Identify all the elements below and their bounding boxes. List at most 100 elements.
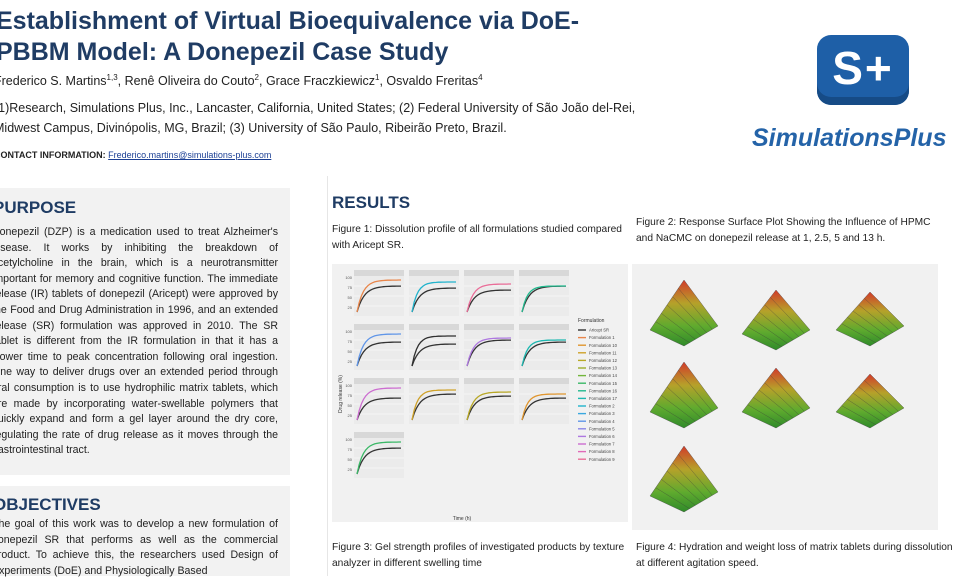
surface-mesh-line (672, 462, 707, 499)
surface-mesh-line (747, 326, 782, 347)
facet-strip (354, 378, 404, 384)
author-name: Osvaldo Freritas (386, 74, 479, 89)
author-list: Frederico S. Martins1,3, Renê Oliveira d… (0, 73, 483, 88)
company-wordmark: SimulationsPlus (752, 124, 947, 152)
aricept-series-line (466, 395, 511, 421)
company-logo-mark: S+ (817, 35, 909, 105)
x-axis-label: Time (h) (453, 516, 472, 522)
surface-mesh-line (666, 304, 702, 337)
facet-strip (409, 378, 459, 384)
author-affiliation-mark: 2 (254, 73, 259, 82)
facet-strip (354, 432, 404, 438)
contact-info: CONTACT INFORMATION: Frederico.martins@s… (0, 150, 271, 160)
y-tick-label: 100 (345, 437, 352, 442)
figure-3-caption: Figure 3: Gel strength profiles of inves… (332, 542, 625, 569)
facet-strip (519, 324, 569, 330)
surface-mesh-line (858, 304, 893, 333)
surface-mesh-line (666, 386, 702, 419)
y-tick-label: 75 (348, 285, 353, 290)
figure-1-caption: Figure 1: Dissolution profile of all for… (332, 224, 622, 251)
legend-label: Formulation 17 (589, 396, 618, 401)
response-surface (835, 291, 905, 347)
surface-mesh-line (747, 404, 782, 425)
aricept-series-line (411, 393, 456, 421)
y-tick-label: 50 (348, 403, 353, 408)
legend-label: Formulation 8 (589, 449, 615, 454)
column-divider (327, 176, 328, 576)
aricept-series-line (356, 285, 401, 313)
y-tick-label: 25 (348, 359, 353, 364)
purpose-text: Donepezil (DZP) is a medication used to … (0, 226, 278, 457)
figure-2-caption: Figure 2: Response Surface Plot Showing … (636, 217, 931, 244)
facet-strip (409, 270, 459, 276)
y-tick-label: 50 (348, 295, 353, 300)
contact-label: CONTACT INFORMATION: (0, 150, 106, 160)
surface-mesh-line (666, 470, 702, 503)
formulation-series-line (521, 285, 566, 313)
aricept-series-line (411, 343, 456, 367)
surface-mesh-line (678, 370, 713, 412)
formulation-series-line (356, 279, 401, 313)
facet-strip (354, 270, 404, 276)
surface-mesh-line (858, 386, 893, 415)
surface-mesh-line (655, 487, 690, 509)
surface-mesh-line (661, 395, 696, 422)
formulation-series-line (356, 441, 401, 475)
y-tick-label: 75 (348, 393, 353, 398)
figure-2-panel (632, 264, 938, 530)
aricept-series-line (356, 341, 401, 367)
facet-strip (409, 324, 459, 330)
response-surface (741, 289, 811, 351)
response-surface (649, 445, 719, 513)
y-tick-label: 100 (345, 275, 352, 280)
surface-mesh-line (661, 313, 696, 340)
author-affiliation-mark: 4 (478, 73, 483, 82)
legend-label: Formulation 1 (589, 335, 615, 340)
surface-mesh-line (753, 319, 788, 344)
surface-mesh-line (655, 321, 690, 343)
y-tick-label: 25 (348, 413, 353, 418)
legend-label: Formulation 15 (589, 381, 618, 386)
purpose-panel (0, 188, 290, 475)
legend-label: Formulation 9 (589, 457, 615, 462)
contact-email-link[interactable]: Frederico.martins@simulations-plus.com (108, 150, 272, 160)
legend-label: Formulation 16 (589, 388, 618, 393)
y-axis-label: Drug release (%) (338, 375, 344, 413)
objectives-heading: OBJECTIVES (0, 495, 101, 514)
legend-label: Formulation 12 (589, 358, 618, 363)
objectives-panel (0, 486, 290, 576)
facet-strip (354, 324, 404, 330)
formulation-series-line (356, 333, 401, 367)
author-name: Frederico S. Martins (0, 74, 107, 89)
facet-strip (519, 270, 569, 276)
legend-label: Formulation 2 (589, 404, 615, 409)
legend-label: Formulation 11 (589, 350, 617, 355)
purpose-heading: PURPOSE (0, 198, 77, 217)
surface-mesh-line (770, 375, 805, 412)
surface-mesh-line (758, 311, 794, 341)
surface-mesh-line (841, 405, 876, 425)
formulation-series-line (521, 339, 566, 367)
surface-mesh-line (770, 297, 805, 334)
surface-mesh-line (847, 317, 882, 340)
legend-label: Formulation 13 (589, 366, 618, 371)
surface-mesh-line (852, 310, 888, 337)
affiliations: (1)Research, Simulations Plus, Inc., Lan… (0, 101, 636, 135)
surface-mesh-line (864, 298, 899, 330)
surface-mesh-line (661, 479, 696, 506)
formulation-series-line (466, 283, 511, 313)
poster-title: Establishment of Virtual Bioequivalence … (0, 7, 580, 66)
y-tick-label: 25 (348, 467, 353, 472)
surface-mesh-line (678, 288, 713, 330)
formulation-series-line (411, 335, 456, 367)
legend-label: Formulation 3 (589, 411, 615, 416)
figure-1-panel: 100 75 50 25 100 75 50 25 100 75 50 25 100 75 50 25 Drug… (332, 264, 628, 522)
surface-mesh-line (764, 304, 799, 337)
surface-mesh-line (864, 380, 899, 412)
aricept-series-line (466, 289, 511, 313)
aricept-series-line (466, 339, 511, 367)
legend-label: Formulation 10 (589, 343, 618, 348)
formulation-series-line (466, 391, 511, 421)
dissolution-chart: 100 75 50 25 100 75 50 25 100 75 50 25 100 75 50 25 Drug… (338, 270, 618, 522)
results-heading: RESULTS (332, 193, 411, 212)
